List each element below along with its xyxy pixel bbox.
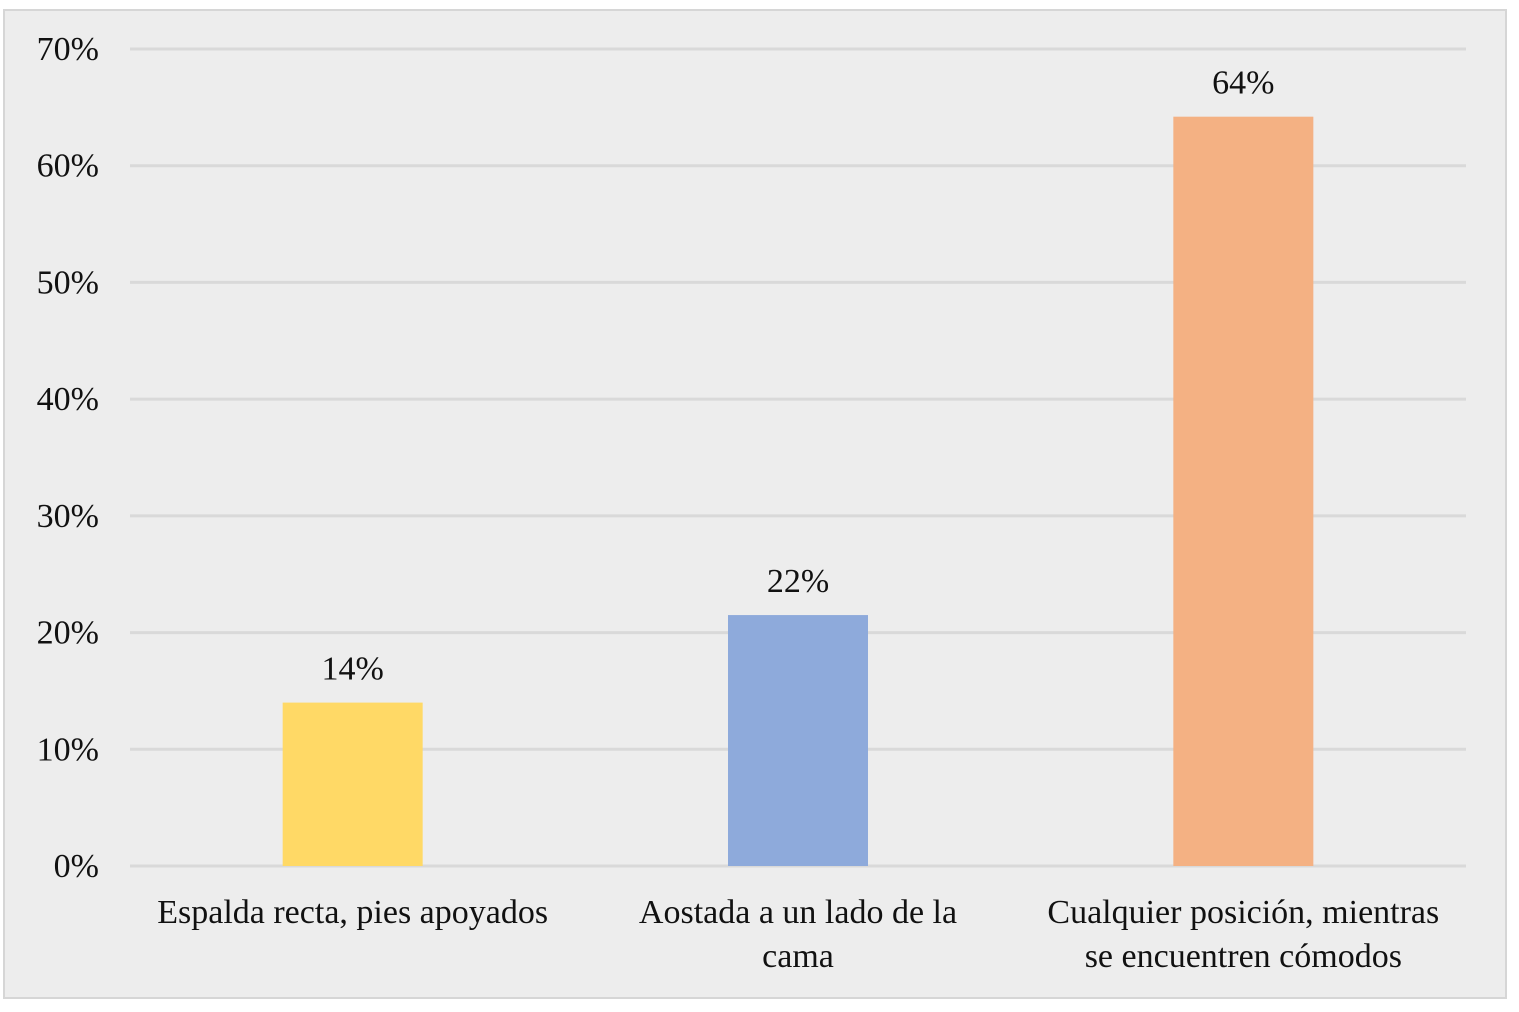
y-axis-tick-labels: 0% 10% 20% 30% 40% 50% 60% 70%: [37, 31, 99, 885]
y-tick-label: 0%: [54, 848, 99, 885]
data-label: 14%: [322, 651, 384, 688]
category-label: Aostada a un lado de la: [639, 894, 957, 931]
category-label: Cualquier posición, mientras: [1047, 894, 1439, 931]
y-tick-label: 30%: [37, 498, 99, 535]
y-tick-label: 10%: [37, 731, 99, 768]
data-labels: 14% 22% 64%: [322, 65, 1275, 688]
category-label: cama: [762, 938, 834, 975]
data-label: 22%: [767, 563, 829, 600]
category-label: Espalda recta, pies apoyados: [157, 894, 548, 931]
data-label: 64%: [1212, 65, 1274, 102]
y-tick-label: 40%: [37, 381, 99, 418]
y-tick-label: 20%: [37, 615, 99, 652]
category-labels: Espalda recta, pies apoyados Aostada a un…: [157, 894, 1439, 975]
y-tick-label: 50%: [37, 264, 99, 301]
bar: [1173, 116, 1314, 867]
y-tick-label: 60%: [37, 148, 99, 185]
category-label: se encuentren cómodos: [1085, 938, 1402, 975]
y-tick-label: 70%: [37, 31, 99, 68]
bar: [728, 615, 868, 866]
bar: [282, 702, 423, 866]
bars: [282, 116, 1314, 867]
